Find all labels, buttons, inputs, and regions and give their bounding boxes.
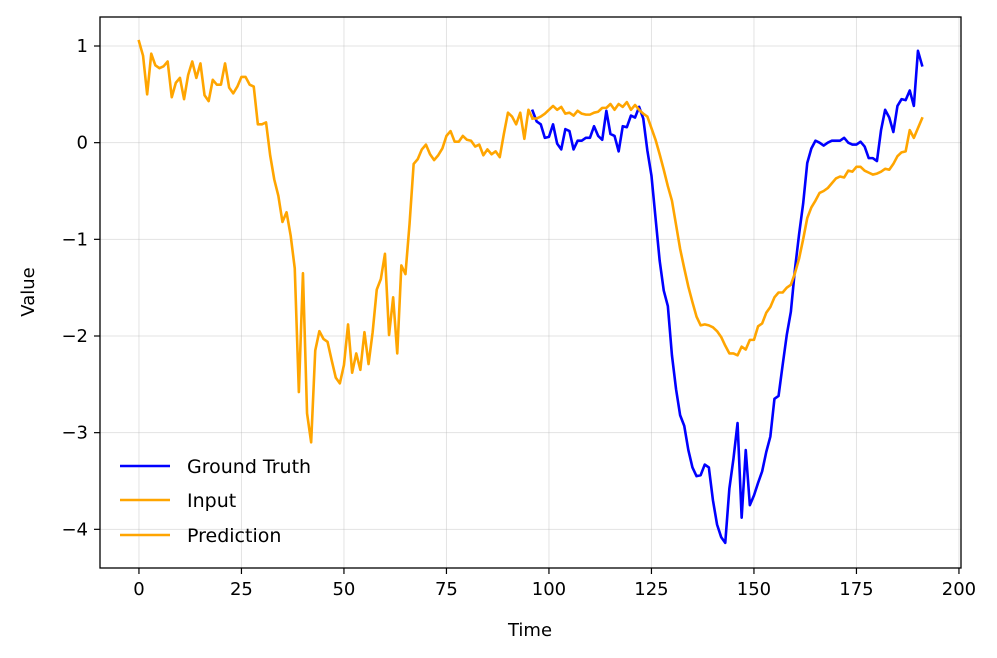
y-tick-label: −3 <box>61 423 88 444</box>
y-axis-label: Value <box>18 267 39 316</box>
legend-label-ground-truth: Ground Truth <box>187 456 311 478</box>
x-tick-label: 75 <box>435 579 458 600</box>
x-tick-label: 25 <box>230 579 253 600</box>
x-axis: 0 25 50 75 100 125 150 175 200 <box>133 568 976 600</box>
x-tick-label: 150 <box>737 579 771 600</box>
x-tick-label: 50 <box>332 579 355 600</box>
y-tick-label: −2 <box>61 326 88 347</box>
legend-label-input: Input <box>187 490 236 512</box>
x-tick-label: 100 <box>532 579 566 600</box>
y-axis: 1 0 −1 −2 −3 −4 <box>61 36 100 540</box>
series-lines <box>137 39 924 545</box>
y-tick-label: 0 <box>77 133 88 154</box>
series-line-prediction <box>531 100 924 357</box>
y-tick-label: 1 <box>77 36 88 57</box>
x-axis-label: Time <box>507 620 552 641</box>
x-tick-label: 0 <box>133 579 144 600</box>
series-line-input <box>137 39 535 444</box>
legend-label-prediction: Prediction <box>187 525 281 547</box>
x-tick-label: 175 <box>839 579 873 600</box>
y-tick-label: −1 <box>61 229 88 250</box>
legend: Ground Truth Input Prediction <box>120 456 311 547</box>
y-tick-label: −4 <box>61 519 88 540</box>
x-tick-label: 200 <box>942 579 976 600</box>
grid <box>100 17 961 568</box>
x-tick-label: 125 <box>634 579 668 600</box>
series-line-ground-truth <box>530 49 924 545</box>
plot-frame <box>99 16 962 569</box>
